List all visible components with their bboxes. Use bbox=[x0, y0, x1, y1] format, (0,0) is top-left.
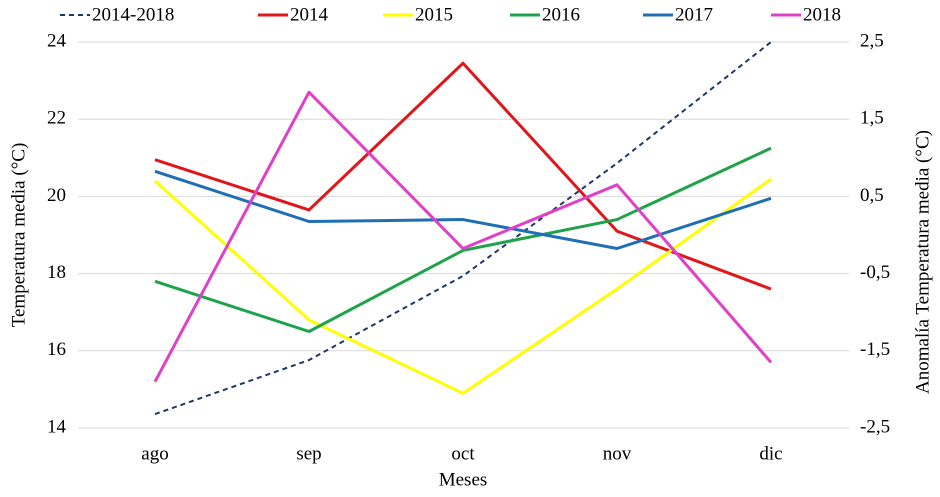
x-tick-label: ago bbox=[141, 443, 168, 464]
y-tick-label: 22 bbox=[47, 108, 66, 129]
y2-tick-label: 2,5 bbox=[860, 30, 884, 51]
legend-label: 2017 bbox=[675, 4, 713, 25]
legend-label: 2015 bbox=[415, 4, 453, 25]
x-axis-label: Meses bbox=[439, 469, 488, 490]
y-tick-label: 16 bbox=[47, 339, 66, 360]
x-tick-label: sep bbox=[296, 443, 321, 464]
x-tick-label: dic bbox=[759, 443, 782, 464]
y2-tick-label: 1,5 bbox=[860, 108, 884, 129]
legend-label: 2014 bbox=[290, 4, 329, 25]
series-line bbox=[153, 90, 773, 383]
y2-tick-label: -1,5 bbox=[860, 339, 890, 360]
x-tick-label: nov bbox=[603, 443, 632, 464]
series-line bbox=[154, 61, 772, 291]
y-tick-label: 20 bbox=[47, 185, 66, 206]
y-tick-label: 18 bbox=[47, 262, 66, 283]
legend-label: 2016 bbox=[542, 4, 580, 25]
y2-axis-label: Anomalía Temperatura media (°C) bbox=[912, 130, 933, 394]
series-line bbox=[154, 41, 772, 416]
series-line bbox=[154, 169, 772, 251]
legend-label: 2014-2018 bbox=[92, 4, 174, 25]
y-tick-label: 24 bbox=[47, 30, 67, 51]
y-tick-label: 14 bbox=[47, 416, 67, 437]
y-axis-label: Temperatura media (°C) bbox=[8, 143, 29, 328]
y2-tick-label: 0,5 bbox=[860, 185, 884, 206]
series-line bbox=[153, 177, 772, 395]
x-tick-label: oct bbox=[451, 443, 475, 464]
series-line bbox=[154, 146, 772, 333]
y2-tick-label: -0,5 bbox=[860, 262, 890, 283]
y2-tick-label: -2,5 bbox=[860, 416, 890, 437]
legend-label: 2018 bbox=[803, 4, 841, 25]
